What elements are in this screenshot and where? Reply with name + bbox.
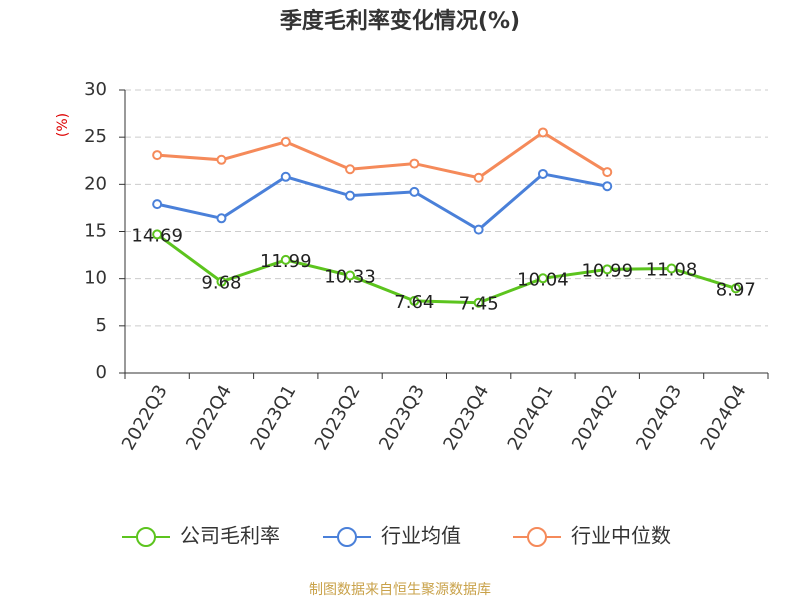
point [280, 171, 291, 182]
data-label: 7.45 [459, 294, 499, 315]
point [345, 164, 356, 175]
point [280, 254, 291, 265]
point [602, 167, 613, 178]
point [152, 199, 163, 210]
data-label: 10.99 [581, 260, 633, 281]
legend-label: 行业均值 [381, 524, 461, 548]
series-line [156, 172, 608, 232]
y-tick-label: 15 [84, 221, 107, 242]
legend-marker [136, 527, 156, 547]
data-label: 10.04 [517, 269, 569, 290]
y-tick-label: 20 [84, 173, 107, 194]
y-tick-label: 0 [96, 362, 107, 383]
x-tick-label: 2022Q4 [182, 382, 236, 454]
series-line [156, 233, 737, 305]
chart-title: 季度毛利率变化情况(%) [280, 8, 520, 34]
point [537, 127, 548, 138]
point [152, 229, 163, 240]
series-line [157, 130, 609, 180]
y-tick-label: 5 [96, 315, 107, 336]
data-label: 8.97 [716, 279, 756, 300]
point [473, 172, 484, 183]
data-label: 9.68 [201, 273, 241, 294]
point [473, 224, 484, 235]
point [280, 136, 291, 147]
point [216, 154, 227, 165]
x-tick-label: 2024Q3 [632, 382, 686, 454]
data-label: 11.08 [646, 259, 698, 280]
x-tick-label: 2022Q3 [118, 382, 172, 454]
y-tick-label: 10 [84, 268, 107, 289]
x-tick-label: 2023Q4 [439, 382, 493, 454]
legend-marker [337, 527, 357, 547]
point [666, 263, 677, 274]
point [409, 295, 420, 306]
data-label: 7.64 [394, 292, 434, 313]
point [602, 181, 613, 192]
x-tick-label: 2024Q4 [697, 382, 751, 454]
x-tick-label: 2023Q2 [311, 382, 365, 454]
point [409, 186, 420, 197]
y-axis-label: (%) [55, 113, 71, 137]
point [409, 158, 420, 169]
point [537, 168, 548, 179]
data-label: 11.99 [260, 251, 312, 272]
x-tick-label: 2024Q1 [504, 382, 558, 454]
point [537, 273, 548, 284]
point [216, 276, 227, 287]
point [216, 213, 227, 224]
data-label: 10.33 [324, 267, 376, 288]
legend-label: 公司毛利率 [180, 524, 280, 548]
point [473, 297, 484, 308]
point [602, 264, 613, 275]
source: 制图数据来自恒生聚源数据库 [309, 582, 491, 598]
x-tick-label: 2023Q3 [375, 382, 429, 454]
x-tick-label: 2023Q1 [247, 382, 301, 454]
y-tick-label: 25 [84, 126, 107, 147]
y-tick-label: 30 [84, 79, 107, 100]
legend-label: 行业中位数 [571, 524, 671, 548]
legend-marker [527, 527, 547, 547]
x-tick-label: 2024Q2 [568, 382, 622, 454]
point [345, 190, 356, 201]
point [152, 150, 163, 161]
data-label: 14.69 [131, 225, 183, 246]
point [345, 270, 356, 281]
point [730, 283, 741, 294]
